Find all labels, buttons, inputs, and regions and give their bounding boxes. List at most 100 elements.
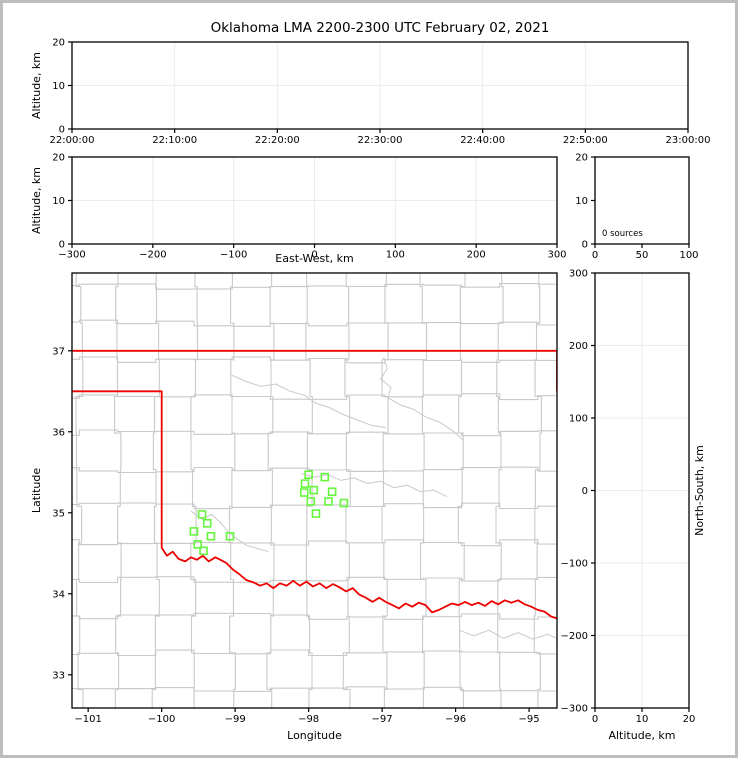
station-marker	[320, 472, 330, 482]
east-west-height-panel: −300 −200 −100 0 100 200 300 0 10 20	[52, 153, 566, 261]
x-label-longitude: Longitude	[287, 729, 342, 742]
tick-label: 0	[582, 486, 588, 497]
figure-title: Oklahoma LMA 2200-2300 UTC February 02, …	[211, 20, 550, 36]
county-line	[305, 273, 313, 708]
y-label-north-south: North-South, km	[693, 445, 706, 536]
tick-label: 10	[52, 81, 65, 92]
tick-label: 0	[59, 125, 65, 136]
river-line	[459, 629, 557, 640]
y-label-latitude: Latitude	[30, 468, 43, 514]
tick-label: −98	[298, 714, 319, 725]
county-line	[72, 283, 557, 290]
station-marker	[300, 479, 310, 488]
tick-label: 0	[59, 240, 65, 251]
tick-label: −99	[225, 714, 246, 725]
station-marker	[189, 527, 199, 536]
tick-label: −101	[74, 714, 101, 725]
tick-label: −95	[519, 714, 540, 725]
station-marker	[311, 509, 321, 518]
county-line	[72, 466, 557, 474]
tick-label: 22:20:00	[255, 135, 300, 146]
station-marker	[304, 470, 313, 480]
station-marker	[197, 510, 207, 519]
county-line	[495, 273, 504, 708]
north-south-height-panel: 0 10 20 −300 −200 −100 0 100 200 300	[561, 269, 696, 726]
tick-label: 10	[52, 196, 65, 207]
station-marker	[206, 531, 216, 541]
county-line	[72, 319, 557, 327]
county-line	[190, 273, 199, 708]
station-marker	[199, 546, 208, 556]
tick-label: 10	[575, 196, 588, 207]
tick-label: 100	[386, 250, 405, 261]
tick-label: −100	[148, 714, 175, 725]
tick-label: 22:30:00	[358, 135, 403, 146]
state-border-line	[72, 390, 557, 620]
sources-count-note: 0 sources	[602, 229, 643, 239]
tick-label: −300	[561, 704, 588, 715]
station-marker	[306, 497, 316, 506]
tick-label: 0	[592, 714, 598, 725]
time-height-panel: 22:00:00 22:10:00 22:20:00 22:30:00 22:40:00…	[50, 38, 711, 147]
tick-label: 100	[569, 414, 588, 425]
tick-label: 300	[569, 269, 588, 280]
map-content	[72, 273, 557, 708]
x-label-ns-altitude: Altitude, km	[608, 729, 675, 742]
altitude-histogram-panel: 0 50 100 0 10 20	[575, 153, 698, 262]
tick-label: 0	[582, 240, 588, 251]
river-line	[379, 357, 464, 441]
tick-label: 22:10:00	[152, 135, 197, 146]
county-line	[228, 273, 236, 708]
y-label-time-altitude: Altitude, km	[30, 52, 43, 119]
station-marker	[327, 487, 337, 497]
tick-label: 36	[52, 427, 65, 438]
tick-label: 20	[575, 153, 588, 164]
tick-label: 0	[592, 250, 598, 261]
tick-label: −300	[58, 250, 85, 261]
county-line	[72, 356, 557, 364]
county-line	[72, 649, 557, 657]
county-line	[419, 273, 428, 708]
tick-label: 50	[636, 250, 649, 261]
tick-label: −96	[445, 714, 466, 725]
county-line	[72, 539, 557, 547]
station-marker	[193, 540, 202, 549]
tick-label: 33	[52, 670, 65, 681]
tick-label: 22:40:00	[460, 135, 505, 146]
tick-label: 20	[52, 38, 65, 49]
tick-label: 37	[52, 346, 65, 357]
tick-label: −200	[139, 250, 166, 261]
tick-label: 200	[569, 341, 588, 352]
y-label-ew-altitude: Altitude, km	[30, 167, 43, 234]
panel-frame	[71, 272, 558, 709]
tick-label: −100	[561, 559, 588, 570]
county-line	[533, 273, 542, 708]
tick-label: −200	[561, 631, 588, 642]
county-line	[72, 429, 557, 437]
county-line	[381, 273, 389, 708]
county-line	[151, 273, 160, 708]
river-line	[301, 473, 448, 498]
tick-label: 23:00:00	[666, 135, 711, 146]
county-line	[72, 393, 557, 401]
station-marker	[225, 531, 235, 541]
county-line	[75, 273, 84, 708]
tick-label: 10	[636, 714, 649, 725]
county-line	[114, 273, 122, 708]
county-line	[72, 576, 557, 584]
tick-label: 200	[467, 250, 486, 261]
county-line	[72, 612, 557, 620]
river-line	[231, 374, 386, 429]
tick-label: 0	[311, 250, 317, 261]
county-line	[72, 686, 557, 692]
tick-label: −97	[372, 714, 393, 725]
tick-label: 100	[679, 250, 698, 261]
tick-label: 20	[683, 714, 696, 725]
county-line	[457, 273, 466, 708]
county-line	[266, 273, 275, 708]
tick-label: 22:00:00	[50, 135, 95, 146]
tick-label: 22:50:00	[563, 135, 608, 146]
tick-label: 300	[547, 250, 566, 261]
station-marker	[339, 498, 349, 508]
